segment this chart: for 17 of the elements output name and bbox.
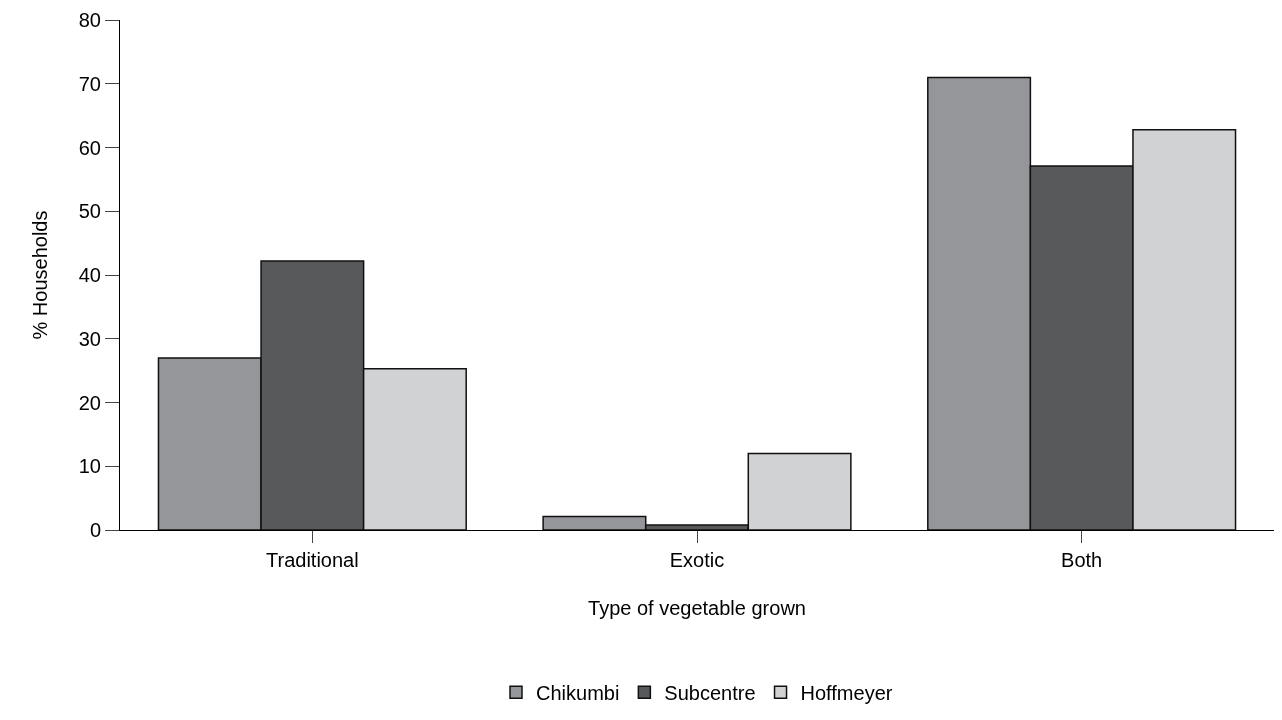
y-tick-label: 40 [78, 264, 101, 286]
y-axis-title: % Households [29, 210, 52, 340]
y-tick-label: 70 [78, 72, 101, 95]
legend-label: Chikumbi [536, 682, 620, 705]
y-tick-label: 80 [78, 9, 101, 31]
y-tick-label: 0 [89, 519, 101, 541]
y-tick-label: 10 [78, 455, 101, 478]
x-tick-label: Both [1061, 549, 1103, 571]
y-tick-label: 20 [78, 391, 101, 414]
x-tick-label: Exotic [669, 549, 725, 571]
y-tick-label: 60 [78, 136, 101, 159]
legend-label: Hoffmeyer [800, 682, 893, 705]
x-axis-title: Type of vegetable grown [588, 596, 806, 619]
y-tick-label: 50 [78, 200, 101, 223]
y-tick-label: 30 [78, 327, 101, 350]
legend-label: Subcentre [664, 682, 756, 705]
x-tick-label: Traditional [266, 549, 359, 571]
